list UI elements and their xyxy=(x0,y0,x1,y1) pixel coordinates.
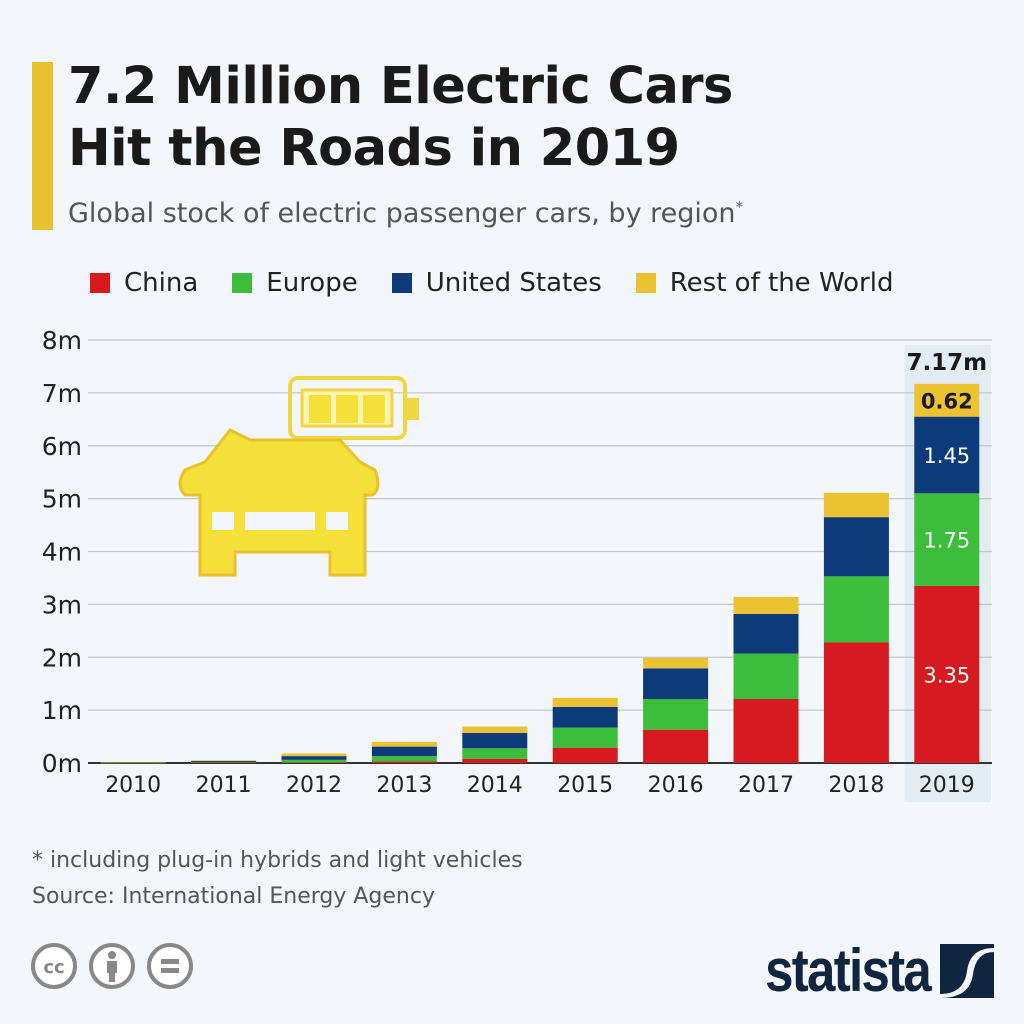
bar-segment-europe xyxy=(281,759,347,763)
x-tick-label: 2014 xyxy=(467,773,523,798)
bar-segment-united-states xyxy=(371,746,437,757)
bar-segment-united-states xyxy=(462,732,528,749)
data-label: 0.62 xyxy=(921,389,973,413)
bar-segment-china xyxy=(914,585,980,763)
title-line-1: 7.2 Million Electric Cars xyxy=(68,57,733,116)
bar-segment-china xyxy=(281,762,347,763)
data-label: 1.45 xyxy=(923,444,970,468)
electric-car-battery-icon xyxy=(178,376,419,577)
statista-logo[interactable]: statista xyxy=(736,936,994,1005)
x-tick-label: 2019 xyxy=(919,773,975,798)
y-tick-label: 2m xyxy=(42,643,82,672)
legend-swatch xyxy=(635,273,656,293)
bar-segment-china xyxy=(733,699,799,763)
bar-segment-rest-of-the-world xyxy=(914,383,980,417)
x-tick-label: 2017 xyxy=(738,773,794,798)
bar-segment-united-states xyxy=(552,706,618,728)
legend-label: United States xyxy=(425,268,602,298)
bar-segment-europe xyxy=(733,653,799,700)
data-label: 1.75 xyxy=(923,529,970,553)
bar-segment-europe xyxy=(643,699,709,730)
legend-item: China xyxy=(90,268,198,298)
x-tick-label: 2018 xyxy=(828,773,884,798)
bar-segment-united-states xyxy=(643,668,709,700)
license-icons[interactable]: cc xyxy=(30,942,194,990)
bar-segment-rest-of-the-world xyxy=(371,741,437,747)
bar-segment-europe xyxy=(914,493,980,586)
legend-item: Europe xyxy=(232,268,358,298)
y-tick-label: 4m xyxy=(42,538,82,567)
subtitle: Global stock of electric passenger cars,… xyxy=(68,198,743,229)
data-label: 3.35 xyxy=(923,663,970,687)
y-tick-label: 7m xyxy=(42,379,82,408)
x-tick-label: 2010 xyxy=(105,773,161,798)
bar-segment-rest-of-the-world xyxy=(823,492,889,518)
source: Source: International Energy Agency xyxy=(32,884,435,909)
bar-segment-europe xyxy=(823,576,889,643)
title-line-2: Hit the Roads in 2019 xyxy=(68,119,680,178)
bar-segment-china xyxy=(462,758,528,763)
subtitle-text: Global stock of electric passenger cars,… xyxy=(68,198,736,229)
legend-label: Europe xyxy=(266,268,358,298)
footnote: * including plug-in hybrids and light ve… xyxy=(32,848,523,873)
x-tick-label: 2013 xyxy=(376,773,432,798)
legend-item: Rest of the World xyxy=(635,268,894,298)
bar-segment-rest-of-the-world xyxy=(643,657,709,669)
x-tick-label: 2012 xyxy=(286,773,342,798)
title-accent-bar xyxy=(32,62,53,230)
y-tick-label: 1m xyxy=(42,696,82,725)
bar-segment-china xyxy=(191,762,257,763)
bar-segment-europe xyxy=(191,761,257,763)
bar-segment-europe xyxy=(462,748,528,759)
y-tick-label: 6m xyxy=(42,432,82,461)
legend-label: Rest of the World xyxy=(669,268,894,298)
bar-segment-china xyxy=(643,729,709,763)
bar-segment-china xyxy=(552,747,618,763)
no-derivatives-icon[interactable] xyxy=(146,942,194,990)
bar-segment-rest-of-the-world xyxy=(281,753,347,757)
total-label: 7.17m xyxy=(906,350,987,376)
y-tick-label: 3m xyxy=(42,590,82,619)
legend-swatch xyxy=(391,273,412,293)
y-tick-label: 8m xyxy=(42,326,82,355)
bar-segment-europe xyxy=(371,756,437,762)
subtitle-footnote-mark: * xyxy=(735,198,744,216)
bar-segment-rest-of-the-world xyxy=(552,697,618,707)
bar-segment-united-states xyxy=(733,613,799,654)
bar-segment-china xyxy=(823,642,889,763)
statista-logo-mark-icon xyxy=(940,943,994,998)
svg-text:cc: cc xyxy=(43,957,64,978)
legend-swatch xyxy=(90,273,110,293)
y-tick-label: 0m xyxy=(42,749,82,778)
y-tick-label: 5m xyxy=(42,485,82,514)
bar-segment-rest-of-the-world xyxy=(462,726,528,733)
x-tick-label: 2016 xyxy=(648,773,704,798)
legend: China Europe United States Rest of the Worl… xyxy=(90,268,893,298)
bar-segment-china xyxy=(371,761,437,763)
x-tick-label: 2011 xyxy=(196,773,252,798)
page-title: 7.2 Million Electric Cars Hit the Roads … xyxy=(68,56,733,180)
bar-segment-rest-of-the-world xyxy=(191,760,257,761)
bar-segment-europe xyxy=(552,727,618,748)
cc-icon[interactable]: cc xyxy=(30,942,78,990)
bar-segment-rest-of-the-world xyxy=(100,762,166,763)
statista-wordmark: statista xyxy=(765,937,932,1004)
bar-segment-rest-of-the-world xyxy=(733,596,799,614)
legend-swatch xyxy=(232,273,253,293)
bar-segment-united-states xyxy=(191,760,257,762)
legend-label: China xyxy=(124,268,199,298)
attribution-icon[interactable] xyxy=(88,942,136,990)
bar-segment-united-states xyxy=(914,416,980,494)
bar-segment-united-states xyxy=(100,762,166,764)
x-tick-label: 2015 xyxy=(557,773,613,798)
legend-item: United States xyxy=(391,268,602,298)
bar-segment-united-states xyxy=(823,517,889,577)
bar-segment-united-states xyxy=(281,756,347,760)
